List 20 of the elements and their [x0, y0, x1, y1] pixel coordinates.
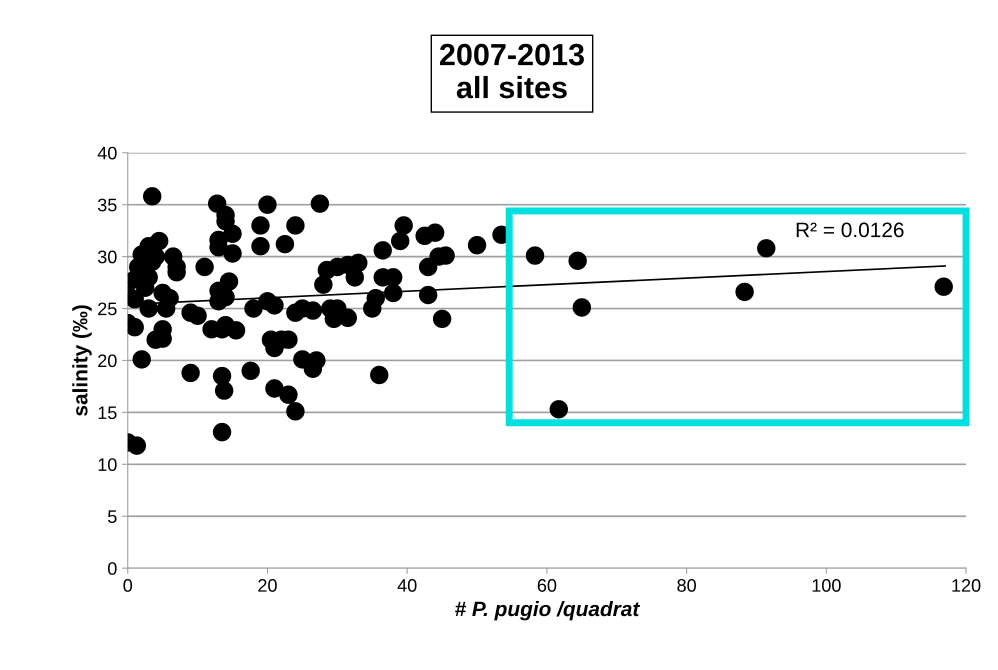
x-tick-label: 80 [677, 579, 696, 592]
y-tick-label: 35 [98, 198, 117, 212]
x-tick-label: 0 [123, 579, 132, 592]
x-tick-label: 60 [538, 579, 556, 592]
chart-title: 2007-2013 all sites [440, 44, 584, 98]
x-axis-title: # P. pugio /quadrat [455, 600, 640, 620]
y-tick-label: 25 [98, 302, 117, 316]
y-tick-label: 0 [108, 562, 117, 575]
y-tick-label: 10 [98, 458, 117, 472]
x-tick-label: 120 [952, 579, 980, 592]
y-tick-label: 20 [98, 354, 117, 368]
y-tick-label: 5 [108, 510, 117, 523]
x-tick-label: 40 [398, 579, 417, 592]
x-tick-label: 100 [812, 579, 841, 592]
x-tick-label: 20 [258, 579, 277, 592]
y-tick-label: 40 [98, 146, 117, 160]
annotation: R² = 0.0126 [796, 222, 904, 238]
y-tick-label: 30 [98, 250, 117, 264]
y-axis-title: salinity (‰) [72, 305, 92, 416]
y-tick-label: 15 [98, 406, 117, 420]
